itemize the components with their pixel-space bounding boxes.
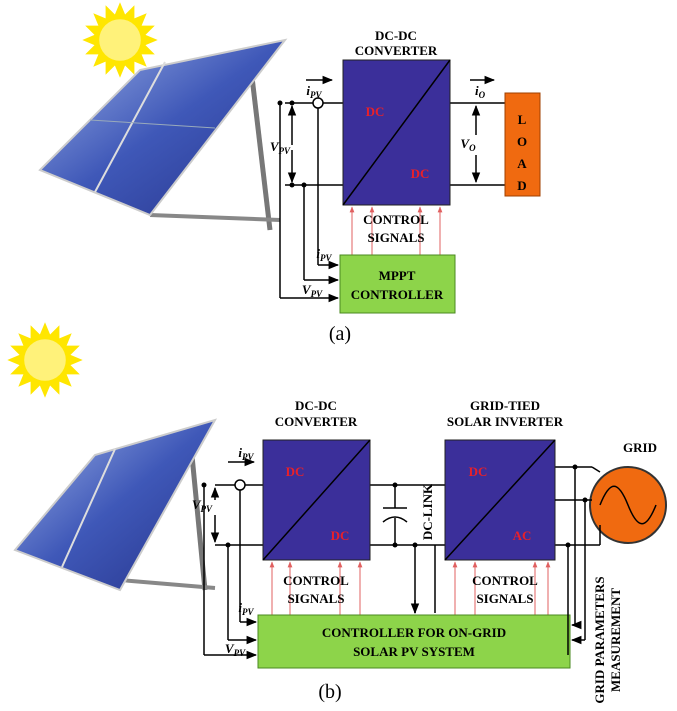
control-signals: SIGNALS (287, 591, 344, 606)
controller-label: CONTROLLER FOR ON-GRID (322, 625, 506, 640)
sun-disc (99, 19, 141, 61)
inverter-output: AC (513, 528, 532, 543)
panel-a: iPV VPV DC-DC CONVERTER DC DC iO VO L O … (40, 2, 540, 345)
controller-label: MPPT (379, 268, 416, 283)
converter-title: CONVERTER (275, 414, 358, 429)
inverter-title: GRID-TIED (470, 398, 540, 413)
label-subscript: O (469, 143, 476, 153)
load-letter: O (517, 134, 527, 149)
sun (82, 2, 157, 77)
sun (7, 322, 82, 397)
measurement-label: MEASUREMENT (608, 588, 623, 692)
svg-text:iPV: iPV (316, 246, 332, 263)
converter-title: DC-DC (375, 28, 417, 43)
dc-link-label: DC-LINK (420, 483, 435, 540)
svg-text:VPV: VPV (192, 497, 213, 514)
label-subscript: PV (310, 90, 322, 100)
control-signals: SIGNALS (476, 591, 533, 606)
converter-input: DC (366, 104, 385, 119)
load-letter: L (518, 112, 527, 127)
label-subscript: PV (200, 504, 212, 514)
converter-title: CONVERTER (355, 43, 438, 58)
converter-input: DC (286, 464, 305, 479)
svg-text:VPV: VPV (302, 282, 323, 299)
svg-text:iO: iO (475, 83, 486, 100)
svg-text:iPV: iPV (238, 445, 254, 462)
load-letter: D (517, 178, 526, 193)
svg-text:VO: VO (460, 136, 476, 153)
control-signals: CONTROL (472, 573, 538, 588)
grid-label: GRID (623, 440, 657, 455)
label-subscript: PV (242, 452, 254, 462)
svg-text:VPV: VPV (225, 641, 246, 658)
load-letter: A (517, 156, 527, 171)
label-subscript: O (479, 90, 486, 100)
controller-box (340, 255, 455, 313)
label-subscript: PV (242, 607, 254, 617)
sun-disc (24, 339, 66, 381)
control-signals: CONTROL (363, 212, 429, 227)
caption: (b) (318, 681, 341, 703)
svg-text:iPV: iPV (238, 600, 254, 617)
measurement-label: GRID PARAMETERS (592, 576, 607, 703)
inverter-input: DC (469, 464, 488, 479)
converter-title: DC-DC (295, 398, 337, 413)
control-signals: SIGNALS (367, 230, 424, 245)
converter-output: DC (411, 166, 430, 181)
solar-panel (40, 40, 285, 230)
controller-box (258, 615, 570, 668)
control-signals: CONTROL (283, 573, 349, 588)
controller-label: CONTROLLER (351, 287, 444, 302)
label-subscript: PV (311, 289, 323, 299)
solar-panel (15, 420, 215, 590)
caption: (a) (329, 323, 351, 345)
converter-output: DC (331, 528, 350, 543)
svg-text:iPV: iPV (306, 83, 322, 100)
panel-b: iPV VPV DC-DC CONVERTER DC DC DC-LINK GR… (7, 322, 666, 703)
inverter-title: SOLAR INVERTER (447, 414, 564, 429)
label-subscript: PV (320, 253, 332, 263)
dc-link-capacitor (383, 485, 407, 545)
controller-label: SOLAR PV SYSTEM (353, 644, 475, 659)
label-subscript: PV (234, 648, 246, 658)
diagram: iPV VPV DC-DC CONVERTER DC DC iO VO L O … (0, 0, 677, 711)
